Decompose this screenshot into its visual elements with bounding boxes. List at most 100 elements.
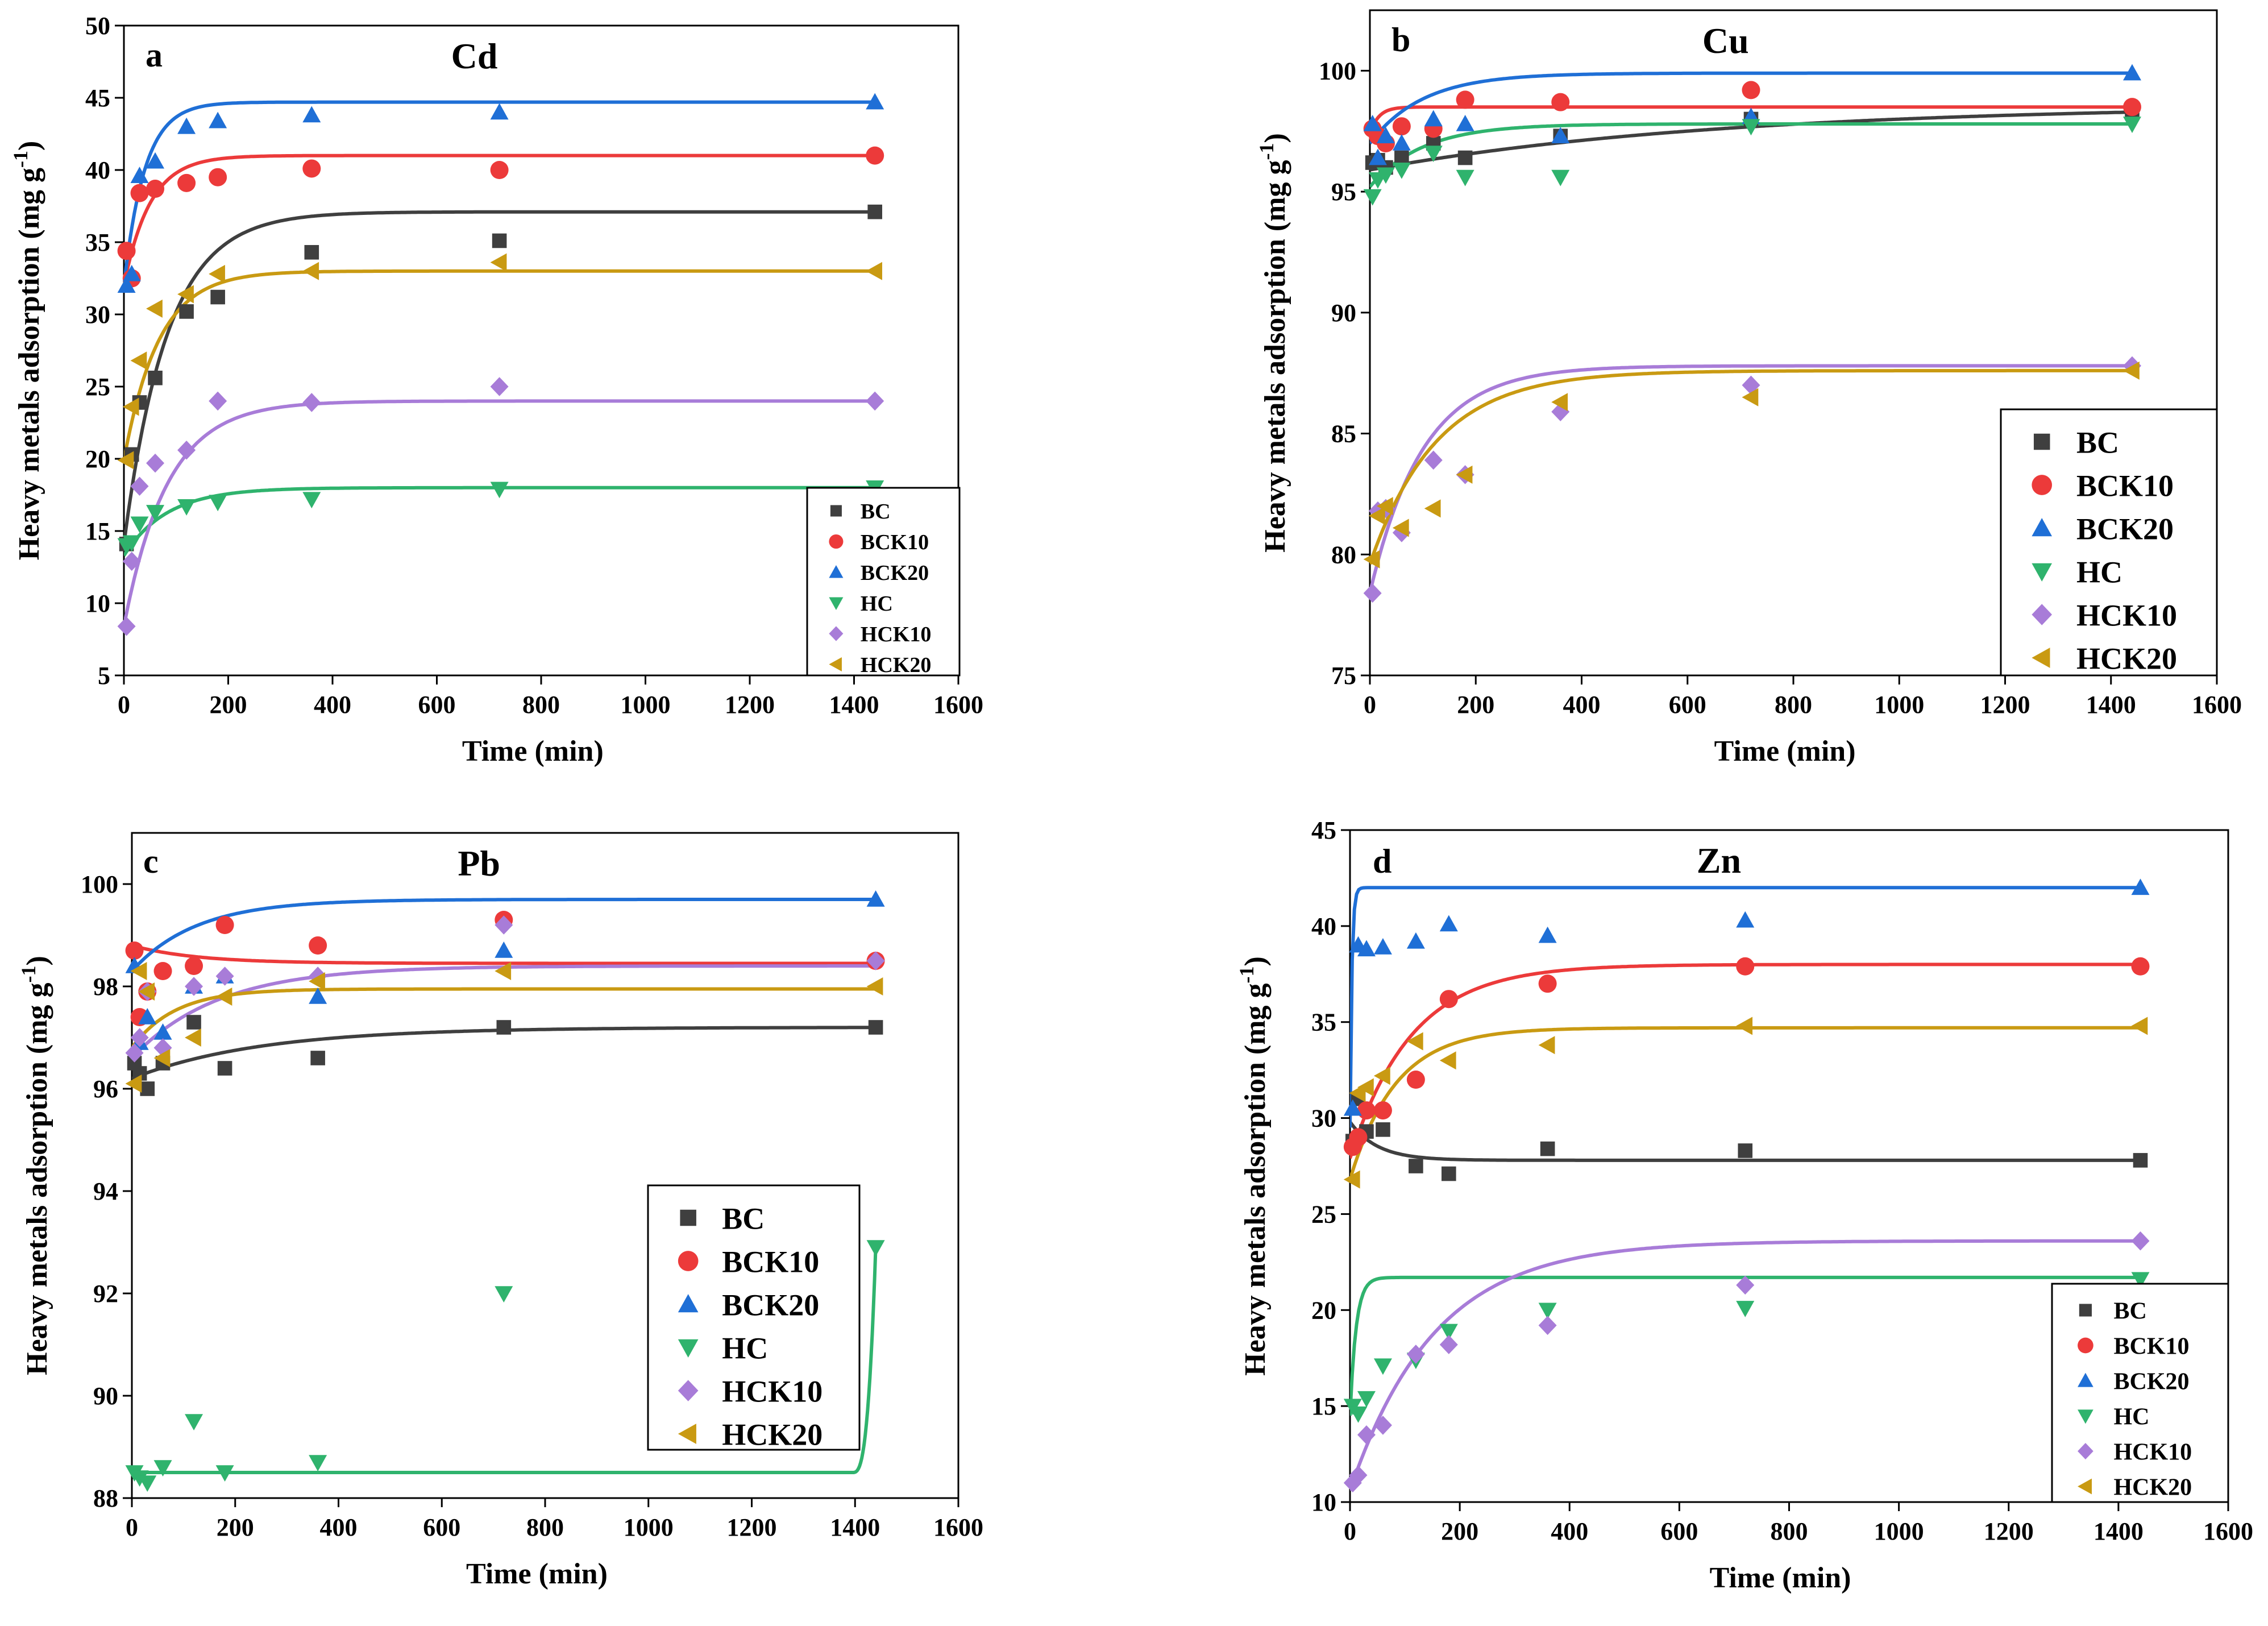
series-points-bc xyxy=(119,204,882,551)
legend-label: HCK20 xyxy=(2114,1475,2192,1501)
marker-triangle-up xyxy=(866,93,884,110)
marker-circle xyxy=(209,168,227,186)
x-tick-label: 800 xyxy=(1775,691,1812,719)
marker-circle xyxy=(1406,1071,1425,1089)
marker-diamond xyxy=(2131,1231,2150,1251)
y-tick-label: 40 xyxy=(1311,912,1336,940)
marker-triangle-up xyxy=(1376,127,1395,144)
marker-triangle-down xyxy=(1373,1358,1392,1375)
x-tick-label: 600 xyxy=(1660,1517,1698,1545)
y-tick-label: 35 xyxy=(1311,1009,1336,1036)
marker-diamond xyxy=(117,616,136,636)
x-tick-label: 0 xyxy=(1364,691,1376,719)
marker-triangle-left xyxy=(209,264,225,283)
marker-triangle-up xyxy=(302,106,321,123)
y-axis-label-main: Heavy metals adsorption (mg g xyxy=(1239,983,1272,1375)
y-tick-label: 25 xyxy=(1311,1200,1336,1228)
marker-diamond xyxy=(866,391,884,411)
x-tick-label: 400 xyxy=(1563,691,1601,719)
x-tick-label: 600 xyxy=(423,1513,460,1541)
fit-curve-hc xyxy=(1350,1275,2141,1416)
x-tick-label: 1200 xyxy=(1984,1517,2034,1545)
x-axis-label: Time (min) xyxy=(462,735,604,768)
y-tick-label: 20 xyxy=(85,445,110,473)
legend-label: BCK10 xyxy=(2076,468,2174,503)
marker-triangle-up xyxy=(153,1023,172,1040)
y-axis-label-main: Heavy metals adsorption (mg g xyxy=(13,168,45,560)
marker-triangle-down xyxy=(209,495,227,512)
marker-square xyxy=(496,1020,512,1035)
y-tick-label: 25 xyxy=(85,373,110,401)
fit-curve-bck20 xyxy=(1370,71,2132,144)
marker-circle xyxy=(678,1251,699,1271)
marker-circle xyxy=(2123,98,2141,117)
marker-triangle-left xyxy=(1736,1017,1753,1035)
marker-triangle-left xyxy=(2078,1478,2092,1495)
y-axis-label-end: ) xyxy=(13,141,45,151)
y-tick-label: 15 xyxy=(85,517,110,545)
marker-diamond xyxy=(1363,583,1382,603)
marker-triangle-up xyxy=(2123,64,2141,81)
marker-diamond xyxy=(495,915,513,935)
fit-curves xyxy=(124,100,875,627)
legend-box xyxy=(806,487,961,677)
y-axis-label: Heavy metals adsorption (mg g-1) xyxy=(1255,133,1291,553)
y-axis-label-end: ) xyxy=(21,956,53,965)
chart-panel-d: 0 200 400 600 800 1000 1200 1400 1600 10 15 20 25 30 3… xyxy=(1235,816,2253,1594)
marker-triangle-left xyxy=(125,1075,142,1093)
marker-diamond xyxy=(1349,1465,1368,1485)
marker-circle xyxy=(1357,1101,1376,1120)
y-tick-label: 15 xyxy=(1311,1392,1336,1420)
series-points-bck10 xyxy=(117,146,884,288)
legend: BC BCK10 BCK20 HC HCK10 HCK20 xyxy=(2000,408,2218,677)
marker-triangle-down xyxy=(185,1414,203,1430)
marker-circle xyxy=(1736,957,1755,976)
marker-square xyxy=(217,1061,232,1076)
marker-circle xyxy=(309,936,327,955)
marker-square xyxy=(210,289,225,305)
marker-triangle-up xyxy=(2078,1372,2093,1387)
marker-triangle-up xyxy=(309,988,327,1004)
y-axis-label-end: ) xyxy=(1239,956,1272,966)
marker-triangle-down xyxy=(2131,1272,2150,1289)
series-points-hc xyxy=(117,480,884,555)
marker-diamond xyxy=(1538,1316,1557,1335)
marker-triangle-left xyxy=(2123,361,2140,380)
marker-triangle-down xyxy=(1349,1406,1368,1423)
marker-triangle-up xyxy=(490,103,509,120)
marker-triangle-up xyxy=(1736,911,1755,928)
marker-diamond xyxy=(125,1043,144,1063)
marker-diamond xyxy=(1736,1275,1755,1295)
marker-circle xyxy=(1538,974,1557,993)
marker-triangle-left xyxy=(1406,1032,1423,1051)
marker-triangle-down xyxy=(302,492,321,509)
x-tick-label: 1200 xyxy=(725,691,775,719)
marker-triangle-down xyxy=(215,1465,234,1482)
chart-panel-b: 0 200 400 600 800 1000 1200 1400 1600 75 80 85 90 95 1… xyxy=(1255,9,2242,768)
marker-circle xyxy=(125,941,144,960)
chart-panel-a: 0 200 400 600 800 1000 1200 1400 1600 5 10 15 20 25 30… xyxy=(9,12,983,768)
x-tick-label: 600 xyxy=(1669,691,1706,719)
x-tick-label: 1200 xyxy=(727,1513,777,1541)
marker-triangle-down xyxy=(146,505,165,521)
marker-circle xyxy=(1373,1101,1392,1120)
marker-triangle-up xyxy=(495,941,513,958)
legend-label: HCK20 xyxy=(861,653,932,677)
y-tick-label: 5 xyxy=(98,662,110,690)
marker-circle xyxy=(829,534,844,549)
marker-triangle-up xyxy=(866,890,885,907)
marker-diamond xyxy=(1424,450,1443,470)
legend-label: HC xyxy=(722,1331,768,1365)
marker-square xyxy=(492,233,507,248)
marker-triangle-left xyxy=(1439,1051,1456,1070)
series-points-hck10 xyxy=(117,377,884,636)
marker-triangle-down xyxy=(2123,117,2141,133)
marker-circle xyxy=(1349,1128,1368,1147)
x-tick-label: 200 xyxy=(1441,1517,1478,1545)
marker-triangle-down xyxy=(1439,1324,1458,1341)
y-axis-label-main: Heavy metals adsorption (mg g xyxy=(21,982,53,1375)
marker-diamond xyxy=(146,453,165,473)
marker-triangle-up xyxy=(1392,134,1411,151)
marker-triangle-left xyxy=(1357,1078,1374,1097)
x-tick-label: 1400 xyxy=(2086,691,2136,719)
